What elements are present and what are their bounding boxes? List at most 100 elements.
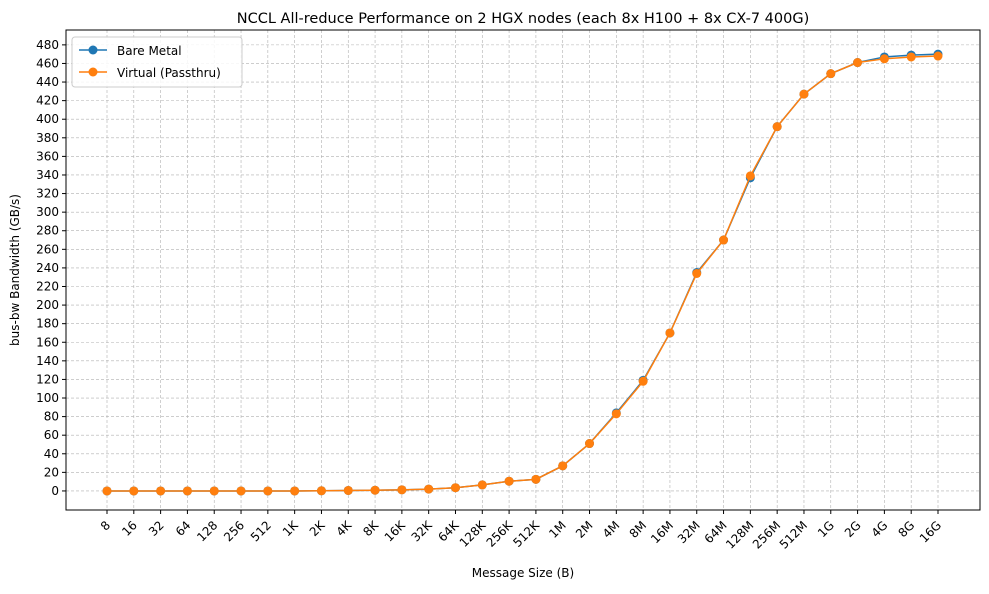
x-axis-label: Message Size (B) <box>472 566 574 580</box>
data-point <box>638 376 648 386</box>
data-point <box>799 89 809 99</box>
y-tick-label: 340 <box>36 168 59 182</box>
y-tick-label: 420 <box>36 94 59 108</box>
x-tick-label: 32M <box>675 518 703 546</box>
data-point <box>370 485 380 495</box>
x-tick-label: 8M <box>627 518 650 541</box>
series-lines <box>102 49 943 496</box>
x-tick-label: 256M <box>750 518 783 551</box>
y-tick-label: 360 <box>36 149 59 163</box>
data-point <box>477 480 487 490</box>
chart-title: NCCL All-reduce Performance on 2 HGX nod… <box>237 11 809 27</box>
data-point <box>263 486 273 496</box>
data-point <box>156 486 166 496</box>
x-tick-label: 16K <box>382 517 409 544</box>
x-tick-label: 16G <box>917 518 944 545</box>
y-tick-label: 480 <box>36 38 59 52</box>
y-tick-label: 120 <box>36 372 59 386</box>
data-point <box>692 268 702 278</box>
x-tick-label: 8G <box>895 518 917 540</box>
data-point <box>665 328 675 338</box>
y-tick-label: 100 <box>36 391 59 405</box>
data-point <box>558 461 568 471</box>
x-tick-label: 16M <box>648 518 676 546</box>
data-point <box>772 122 782 132</box>
data-point <box>343 485 353 495</box>
y-tick-label: 40 <box>44 447 59 461</box>
x-tick-label: 4G <box>869 518 891 540</box>
x-tick-label: 512K <box>510 517 542 549</box>
grid <box>66 30 980 510</box>
y-tick-label: 220 <box>36 279 59 293</box>
x-tick-label: 128 <box>194 518 220 544</box>
x-tick-label: 2K <box>307 517 329 539</box>
series-line-0 <box>107 53 939 492</box>
data-point <box>450 483 460 493</box>
data-point <box>209 486 219 496</box>
series-line-1 <box>107 55 939 492</box>
legend-label-bare-metal: Bare Metal <box>117 44 182 58</box>
legend-label-virtual: Virtual (Passthru) <box>117 66 221 80</box>
x-tick-label: 64 <box>173 518 194 539</box>
y-tick-label: 240 <box>36 261 59 275</box>
y-tick-label: 320 <box>36 187 59 201</box>
x-tick-label: 512 <box>248 518 274 544</box>
data-point <box>236 486 246 496</box>
legend-marker-virtual <box>88 67 98 77</box>
x-tick-label: 8 <box>98 518 113 533</box>
y-tick-label: 400 <box>36 112 59 126</box>
x-tick-label: 16 <box>119 518 140 539</box>
data-point <box>879 54 889 64</box>
data-point <box>745 171 755 181</box>
data-point <box>424 484 434 494</box>
y-tick-label: 260 <box>36 242 59 256</box>
y-tick-label: 0 <box>51 484 59 498</box>
y-tick-label: 300 <box>36 205 59 219</box>
x-tick-label: 512M <box>777 518 810 551</box>
y-tick-label: 180 <box>36 317 59 331</box>
y-tick-label: 380 <box>36 131 59 145</box>
data-point <box>129 486 139 496</box>
y-tick-label: 440 <box>36 75 59 89</box>
data-point <box>933 51 943 61</box>
data-point <box>906 52 916 62</box>
plot-frame <box>65 29 981 511</box>
data-point <box>290 486 300 496</box>
data-point <box>397 485 407 495</box>
data-point <box>102 486 112 496</box>
data-point <box>611 409 621 419</box>
legend: Bare Metal Virtual (Passthru) <box>71 36 243 88</box>
y-tick-label: 280 <box>36 224 59 238</box>
y-tick-label: 160 <box>36 335 59 349</box>
legend-box <box>71 36 243 88</box>
x-tick-label: 2M <box>573 518 596 541</box>
y-tick-label: 80 <box>44 410 59 424</box>
x-tick-label: 32 <box>146 518 167 539</box>
y-tick-label: 60 <box>44 428 59 442</box>
data-point <box>531 474 541 484</box>
y-tick-label: 460 <box>36 56 59 70</box>
x-tick-label: 8K <box>360 517 382 539</box>
x-tick-label: 256K <box>484 517 516 549</box>
y-tick-label: 20 <box>44 465 59 479</box>
data-point <box>853 58 863 68</box>
y-axis-label: bus-bw Bandwidth (GB/s) <box>8 194 22 346</box>
data-point <box>826 69 836 79</box>
legend-marker-bare-metal <box>88 45 98 55</box>
y-tick-label: 200 <box>36 298 59 312</box>
data-point <box>585 439 595 449</box>
data-point <box>719 235 729 245</box>
data-point <box>182 486 192 496</box>
data-point <box>316 486 326 496</box>
x-tick-label: 128K <box>457 517 489 549</box>
y-tick-label: 140 <box>36 354 59 368</box>
x-tick-label: 2G <box>842 518 864 540</box>
x-tick-label: 1K <box>280 517 302 539</box>
x-tick-label: 1M <box>546 518 569 541</box>
data-point <box>504 476 514 486</box>
axis-ticks: 0 20 40 60 80 100 120 140 160 180 200 220 240 260 280 3… <box>36 38 944 552</box>
x-tick-label: 32K <box>409 517 436 544</box>
x-tick-label: 4K <box>334 517 356 539</box>
